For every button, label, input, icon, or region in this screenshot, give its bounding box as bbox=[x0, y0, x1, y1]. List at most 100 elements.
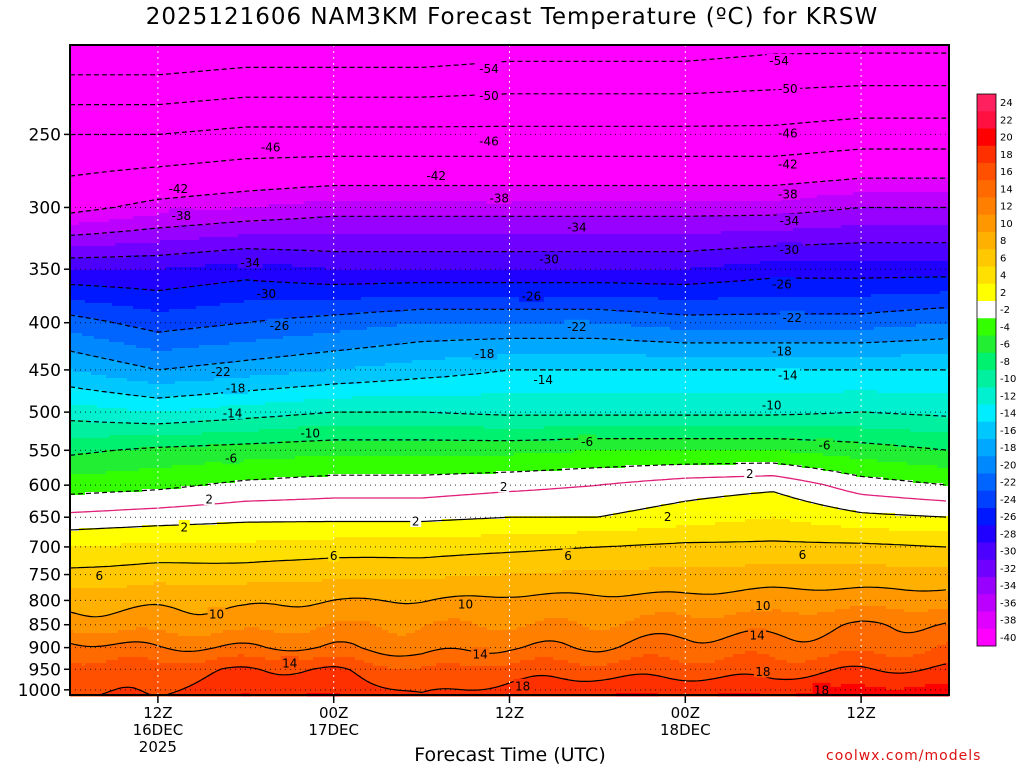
heatmap-cell bbox=[670, 48, 674, 52]
heatmap-cell bbox=[505, 48, 509, 52]
heatmap-cell bbox=[337, 48, 341, 52]
heatmap-cell bbox=[310, 51, 314, 55]
heatmap-cell bbox=[268, 48, 272, 52]
heatmap-cell bbox=[163, 48, 167, 52]
heatmap-cell bbox=[742, 48, 746, 52]
heatmap-cell bbox=[430, 51, 434, 55]
heatmap-cell bbox=[691, 48, 695, 52]
heatmap-cell bbox=[421, 51, 425, 55]
heatmap-cell bbox=[166, 51, 170, 55]
heatmap-cell bbox=[169, 51, 173, 55]
heatmap-cell bbox=[571, 48, 575, 52]
heatmap-cell bbox=[532, 48, 536, 52]
heatmap-cell bbox=[355, 48, 359, 52]
heatmap-cell bbox=[484, 48, 488, 52]
heatmap-cell bbox=[940, 48, 944, 52]
heatmap-cell bbox=[157, 48, 161, 52]
heatmap-cell bbox=[253, 51, 257, 55]
heatmap-cell bbox=[712, 48, 716, 52]
heatmap-cell bbox=[256, 51, 260, 55]
heatmap-cell bbox=[463, 51, 467, 55]
heatmap-cell bbox=[841, 48, 845, 52]
heatmap-cell bbox=[100, 48, 104, 52]
heatmap-cell bbox=[793, 48, 797, 52]
heatmap-cell bbox=[358, 51, 362, 55]
heatmap-cell bbox=[187, 51, 191, 55]
heatmap-cell bbox=[856, 48, 860, 52]
heatmap-cell bbox=[919, 48, 923, 52]
heatmap-cell bbox=[748, 48, 752, 52]
heatmap-cell bbox=[271, 48, 275, 52]
heatmap-cell bbox=[109, 48, 113, 52]
heatmap-cell bbox=[385, 51, 389, 55]
heatmap-cell bbox=[559, 48, 563, 52]
heatmap-cell bbox=[193, 48, 197, 52]
heatmap-cell bbox=[448, 48, 452, 52]
heatmap-cell bbox=[256, 48, 260, 52]
heatmap-cell bbox=[427, 48, 431, 52]
heatmap-cell bbox=[376, 51, 380, 55]
heatmap-cell bbox=[220, 48, 224, 52]
heatmap-cell bbox=[154, 48, 158, 52]
heatmap-cell bbox=[427, 51, 431, 55]
heatmap-cell bbox=[196, 51, 200, 55]
heatmap-cell bbox=[565, 48, 569, 52]
heatmap-cell bbox=[358, 48, 362, 52]
heatmap-cell bbox=[481, 51, 485, 55]
heatmap-cell bbox=[388, 48, 392, 52]
heatmap-cell bbox=[316, 48, 320, 52]
heatmap-cell bbox=[577, 48, 581, 52]
heatmap-cell bbox=[895, 48, 899, 52]
heatmap-cell bbox=[628, 48, 632, 52]
heatmap-cell bbox=[316, 51, 320, 55]
heatmap-cell bbox=[241, 48, 245, 52]
heatmap-cell bbox=[205, 48, 209, 52]
heatmap-cell bbox=[829, 48, 833, 52]
heatmap-cell bbox=[235, 48, 239, 52]
heatmap-cell bbox=[736, 48, 740, 52]
heatmap-cell bbox=[631, 48, 635, 52]
heatmap-cell bbox=[802, 48, 806, 52]
heatmap-cell bbox=[910, 48, 914, 52]
heatmap-cell bbox=[181, 51, 185, 55]
heatmap-cell bbox=[172, 51, 176, 55]
heatmap-cell bbox=[883, 48, 887, 52]
heatmap-cell bbox=[760, 48, 764, 52]
heatmap-cell bbox=[625, 48, 629, 52]
heatmap-cell bbox=[904, 48, 908, 52]
heatmap-cell bbox=[469, 51, 473, 55]
heatmap-cell bbox=[622, 48, 626, 52]
heatmap-cell bbox=[583, 48, 587, 52]
heatmap-cell bbox=[454, 51, 458, 55]
heatmap-cell bbox=[499, 51, 503, 55]
heatmap-cell bbox=[445, 48, 449, 52]
heatmap-cell bbox=[589, 48, 593, 52]
heatmap-cell bbox=[820, 48, 824, 52]
heatmap-cell bbox=[106, 48, 110, 52]
heatmap-cell bbox=[274, 48, 278, 52]
heatmap-cell bbox=[421, 48, 425, 52]
heatmap-cell bbox=[130, 51, 134, 55]
heatmap-cell bbox=[262, 51, 266, 55]
heatmap-cell bbox=[334, 51, 338, 55]
heatmap-cell bbox=[661, 48, 665, 52]
heatmap-cell bbox=[799, 48, 803, 52]
heatmap-cell bbox=[292, 48, 296, 52]
heatmap-cell bbox=[370, 51, 374, 55]
heatmap-cell bbox=[199, 48, 203, 52]
heatmap-cell bbox=[325, 51, 329, 55]
heatmap-cell bbox=[739, 48, 743, 52]
heatmap-cell bbox=[364, 48, 368, 52]
heatmap-cell bbox=[508, 48, 512, 52]
heatmap-cell bbox=[406, 51, 410, 55]
heatmap-cell bbox=[367, 48, 371, 52]
heatmap-cell bbox=[163, 51, 167, 55]
heatmap-cell bbox=[73, 51, 77, 55]
heatmap-cell bbox=[247, 48, 251, 52]
heatmap-cell bbox=[241, 51, 245, 55]
heatmap-cell bbox=[343, 51, 347, 55]
heatmap-cell bbox=[277, 48, 281, 52]
heatmap-cell bbox=[154, 51, 158, 55]
heatmap-cell bbox=[601, 48, 605, 52]
heatmap-cell bbox=[442, 51, 446, 55]
